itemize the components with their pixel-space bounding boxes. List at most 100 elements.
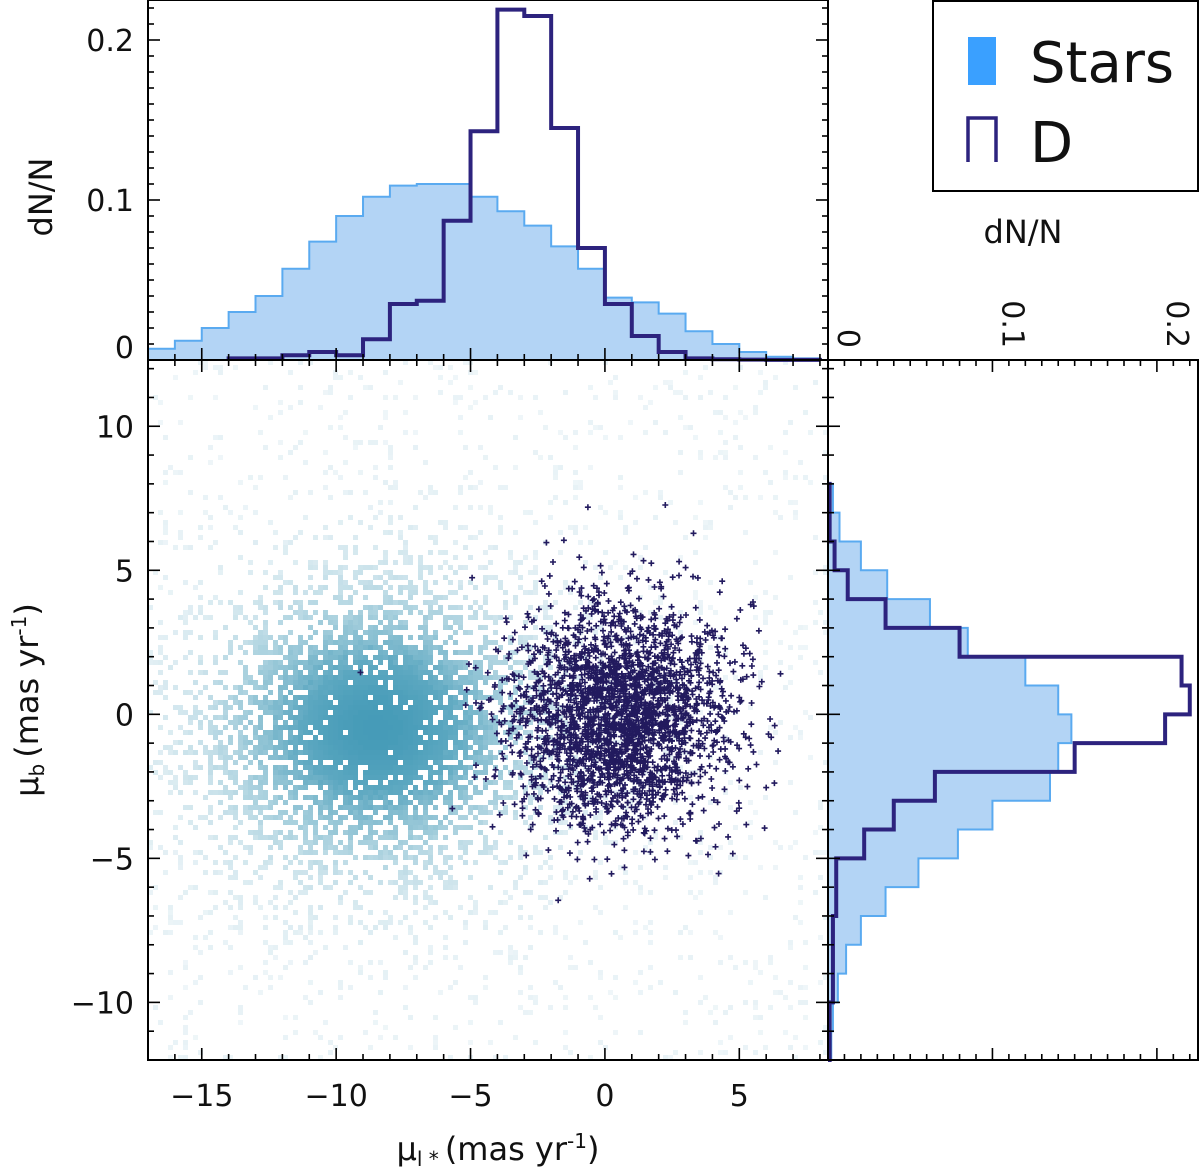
density-cell (383, 370, 388, 375)
density-cell (393, 655, 398, 660)
d-point (624, 832, 631, 839)
density-cell (428, 715, 433, 720)
density-cell (158, 760, 163, 765)
density-cell (543, 880, 548, 885)
density-cell (633, 980, 638, 985)
density-cell (338, 680, 343, 685)
density-cell (393, 725, 398, 730)
density-cell (168, 730, 173, 735)
d-point (556, 657, 562, 664)
density-cell (488, 660, 493, 665)
density-cell (423, 495, 428, 500)
density-cell (158, 650, 163, 655)
density-cell (358, 725, 363, 730)
density-cell (348, 395, 353, 400)
density-cell (263, 710, 268, 715)
density-cell (283, 725, 288, 730)
density-cell (383, 710, 388, 715)
density-cell (348, 830, 353, 835)
density-cell (648, 985, 653, 990)
d-point (729, 850, 736, 857)
density-cell (643, 405, 648, 410)
density-cell (348, 755, 353, 760)
density-cell (623, 870, 628, 875)
density-cell (508, 710, 513, 715)
density-cell (363, 770, 368, 775)
density-cell (653, 830, 658, 835)
density-cell (573, 485, 578, 490)
density-cell (763, 895, 768, 900)
density-cell (378, 690, 383, 695)
density-cell (473, 370, 478, 375)
density-cell (223, 700, 228, 705)
density-cell (348, 750, 353, 755)
density-cell (253, 895, 258, 900)
density-cell (403, 765, 408, 770)
density-cell (303, 995, 308, 1000)
density-cell (388, 920, 393, 925)
density-cell (218, 755, 223, 760)
density-cell (393, 755, 398, 760)
density-cell (428, 860, 433, 865)
d-point (506, 727, 513, 734)
density-cell (363, 660, 368, 665)
density-cell (318, 875, 323, 880)
density-cell (448, 800, 453, 805)
density-cell (398, 600, 403, 605)
density-cell (203, 365, 208, 370)
density-cell (398, 700, 403, 705)
density-cell (268, 740, 273, 745)
density-cell (398, 780, 403, 785)
density-cell (308, 925, 313, 930)
density-cell (518, 905, 523, 910)
density-cell (388, 635, 393, 640)
density-cell (318, 725, 323, 730)
d-point (509, 702, 515, 709)
density-cell (433, 835, 438, 840)
density-cell (508, 730, 513, 735)
density-cell (383, 690, 388, 695)
density-cell (213, 750, 218, 755)
density-cell (388, 700, 393, 705)
density-cell (198, 610, 203, 615)
density-cell (388, 755, 393, 760)
density-cell (248, 680, 253, 685)
density-cell (293, 675, 298, 680)
density-cell (413, 505, 418, 510)
d-point (573, 695, 579, 702)
density-cell (468, 825, 473, 830)
density-cell (253, 615, 258, 620)
density-cell (323, 735, 328, 740)
density-cell (413, 675, 418, 680)
density-cell (263, 705, 268, 710)
density-cell (583, 810, 588, 815)
density-cell (563, 810, 568, 815)
density-cell (383, 765, 388, 770)
density-cell (688, 860, 693, 865)
density-cell (563, 890, 568, 895)
density-cell (363, 795, 368, 800)
density-cell (453, 740, 458, 745)
density-cell (358, 755, 363, 760)
density-cell (333, 715, 338, 720)
density-cell (338, 545, 343, 550)
density-cell (203, 510, 208, 515)
density-cell (423, 895, 428, 900)
density-cell (323, 1020, 328, 1025)
density-cell (423, 745, 428, 750)
density-cell (173, 375, 178, 380)
density-cell (323, 740, 328, 745)
density-cell (318, 405, 323, 410)
density-cell (238, 745, 243, 750)
density-cell (263, 835, 268, 840)
density-cell (668, 700, 673, 705)
density-cell (383, 440, 388, 445)
density-cell (338, 870, 343, 875)
density-cell (358, 700, 363, 705)
d-point (513, 708, 520, 715)
density-cell (458, 660, 463, 665)
density-cell (573, 495, 578, 500)
density-cell (338, 690, 343, 695)
density-cell (238, 735, 243, 740)
density-cell (713, 455, 718, 460)
